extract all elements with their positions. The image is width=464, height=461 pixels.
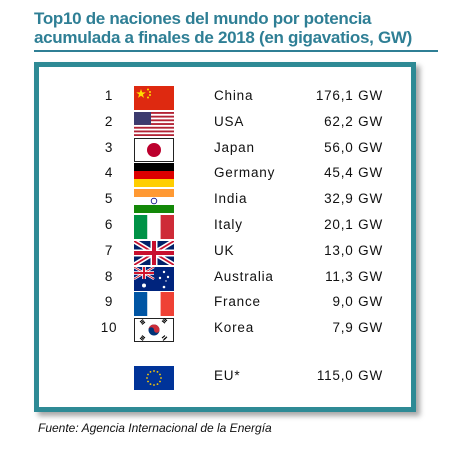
capacity-value: 176,1 GW <box>315 88 383 103</box>
china-flag-icon <box>134 86 174 110</box>
table-row: 1 China 176,1 GW <box>39 84 411 110</box>
capacity-value: 11,3 GW <box>325 268 383 284</box>
eu-flag-icon <box>134 366 174 390</box>
table-row: 8 Australia 11,3 GW <box>39 265 411 291</box>
capacity-value: 13,0 GW <box>324 242 383 258</box>
capacity-value: 20,1 GW <box>324 217 383 232</box>
korea-flag-icon <box>134 318 174 343</box>
country-label: Korea <box>214 320 255 336</box>
uk-flag-icon <box>134 240 174 265</box>
table-row-eu: EU* 115,0 GW <box>39 364 411 390</box>
source-note: Fuente: Agencia Internacional de la Ener… <box>38 421 272 435</box>
table-row: 5 India 32,9 GW <box>39 187 411 214</box>
country-label: India <box>214 191 248 207</box>
table-row: 3 Japan 56,0 GW <box>39 136 411 162</box>
country-label: China <box>214 88 254 103</box>
japan-flag-icon <box>134 137 174 162</box>
table-row: 4 Germany 45,4 GW <box>39 161 411 188</box>
germany-flag-icon <box>134 163 174 188</box>
chart-title-line-1: Top10 de naciones del mundo por potencia <box>34 9 372 28</box>
capacity-value: 7,9 GW <box>332 320 383 336</box>
india-flag-icon <box>134 189 174 214</box>
country-label: Italy <box>214 217 243 232</box>
chart-title: Top10 de naciones del mundo por potencia… <box>34 9 454 47</box>
rank-label: 8 <box>104 268 114 284</box>
capacity-value: 9,0 GW <box>332 294 383 310</box>
table-row: 10 Korea 7,9 GW <box>39 316 411 343</box>
rank-label: 9 <box>104 294 114 310</box>
country-label: France <box>214 294 261 310</box>
table-row: 6 Italy 20,1 GW <box>39 213 411 239</box>
country-label: UK <box>214 242 235 258</box>
australia-flag-icon <box>134 266 174 291</box>
capacity-value: 56,0 GW <box>324 139 383 155</box>
rank-label: 2 <box>104 113 114 129</box>
table-row: 9 France 9,0 GW <box>39 290 411 317</box>
rank-label: 6 <box>104 217 114 232</box>
country-label: Australia <box>214 268 274 284</box>
rank-label: 4 <box>104 165 114 181</box>
capacity-value: 45,4 GW <box>324 165 383 181</box>
capacity-value: 115,0 GW <box>316 368 383 383</box>
title-underline <box>34 50 438 52</box>
rank-label: 7 <box>104 242 114 258</box>
rank-label: 3 <box>104 139 114 155</box>
rank-label: 1 <box>104 88 114 103</box>
table-row: 7 UK 13,0 GW <box>39 239 411 265</box>
table-row: 2 USA 62,2 GW <box>39 110 411 136</box>
usa-flag-icon <box>134 111 174 136</box>
country-label: Japan <box>214 139 255 155</box>
chart-title-line-2: acumulada a finales de 2018 (en gigavati… <box>34 28 412 47</box>
france-flag-icon <box>134 292 174 317</box>
rank-label: 10 <box>100 320 118 336</box>
capacity-value: 62,2 GW <box>324 113 383 129</box>
country-label: EU* <box>214 368 241 383</box>
italy-flag-icon <box>134 215 174 239</box>
capacity-value: 32,9 GW <box>324 191 383 207</box>
rank-label: 5 <box>104 191 114 207</box>
ranking-table: 1 China 176,1 GW 2 USA 62,2 GW 3 Japan 56,0 GW 4 G… <box>34 62 416 412</box>
country-label: Germany <box>214 165 276 181</box>
country-label: USA <box>214 113 245 129</box>
